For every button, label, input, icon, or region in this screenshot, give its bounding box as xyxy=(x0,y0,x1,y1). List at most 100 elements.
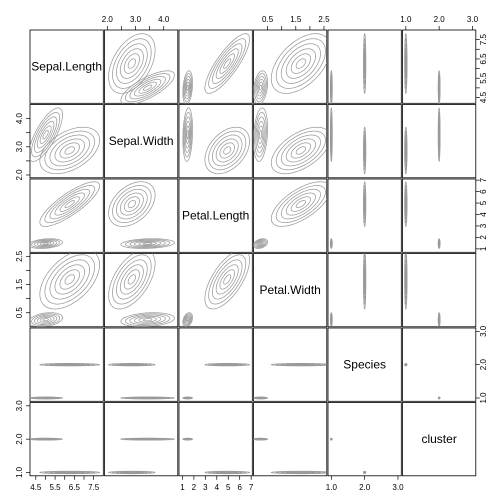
contour-group2-level6 xyxy=(363,253,367,310)
contour-group1-level5 xyxy=(183,73,193,103)
contour-group1-level4 xyxy=(34,116,58,153)
contour-group2-level3 xyxy=(285,192,316,216)
contour-group2-level1 xyxy=(295,58,306,69)
contour-group1-level6 xyxy=(30,238,63,249)
contour-group1-level2 xyxy=(185,81,190,94)
y-tick-label-sepal-length: 7.5 xyxy=(479,34,488,46)
contour-group2-level6 xyxy=(39,363,101,367)
contour-group1-level5 xyxy=(31,313,61,326)
panel-sepal-width-vs-petal-length xyxy=(178,104,253,179)
contour-group1-level3 xyxy=(133,315,162,324)
contour-group1-level3 xyxy=(36,240,55,247)
panel-petal-length-vs-petal-width xyxy=(253,178,328,253)
y-tick-label-petal-length: 7 xyxy=(479,177,488,182)
contour-group2-level2 xyxy=(123,196,140,212)
contour-group2-level5 xyxy=(112,38,152,89)
panel-petal-width-vs-sepal-width xyxy=(104,253,179,328)
panel-species-vs-petal-length xyxy=(178,327,253,402)
contour-group1-level6 xyxy=(182,396,193,400)
panel-sepal-length-vs-petal-width xyxy=(253,29,328,104)
contour-group1-level5 xyxy=(124,239,171,249)
contour-group2-level5 xyxy=(112,185,152,224)
contour-group2-level3 xyxy=(119,264,144,295)
panel-frame xyxy=(253,253,328,328)
x-tick-label-petal-width: 1.5 xyxy=(290,15,302,24)
panel-frame xyxy=(29,327,104,402)
contour-group1-level6 xyxy=(182,312,193,327)
contour-group2-level1 xyxy=(295,146,306,155)
panel-frame xyxy=(327,253,402,328)
contour-group2-level2 xyxy=(59,196,80,212)
panel-frame xyxy=(29,29,104,104)
panel-species-vs-sepal-width xyxy=(104,327,179,402)
contour-group1-level4 xyxy=(184,116,192,153)
x-tick-label-sepal-length: 5.5 xyxy=(50,483,62,492)
contour-group2-level6 xyxy=(363,126,367,175)
contour-group1-level1 xyxy=(42,130,49,140)
contour-group1-level6 xyxy=(30,107,63,162)
panel-petal-width-vs-sepal-length xyxy=(29,253,104,328)
panel-frame xyxy=(327,327,402,402)
panel-frame xyxy=(253,29,328,104)
contour-group2-level6 xyxy=(108,181,156,227)
panel-petal-width-vs-cluster xyxy=(402,253,477,328)
contour-group2-level6 xyxy=(363,181,367,227)
contour-group2-level6 xyxy=(270,363,327,367)
panel-petal-length-vs-sepal-width xyxy=(104,178,179,253)
contour-group2-level1 xyxy=(64,274,75,285)
y-tick-label-species: 3.0 xyxy=(479,325,488,337)
contour-group1-level1 xyxy=(259,242,263,245)
panel-species-vs-species: Species xyxy=(327,327,402,402)
contour-group2-level6 xyxy=(404,363,408,367)
contour-group1-level6 xyxy=(182,437,193,441)
x-tick-label-sepal-length: 7.5 xyxy=(88,483,100,492)
panel-species-vs-sepal-length xyxy=(29,327,104,402)
panel-frame xyxy=(178,402,253,477)
contour-group2-level6 xyxy=(270,181,327,227)
contour-group1-level2 xyxy=(138,241,157,246)
contour-group2-level6 xyxy=(108,363,156,367)
contour-group1-level1 xyxy=(42,242,49,245)
variable-label-petal-length: Petal.Length xyxy=(182,209,249,223)
x-tick-label-cluster: 2.0 xyxy=(434,15,446,24)
panel-sepal-width-vs-species xyxy=(327,104,402,179)
contour-group2-level6 xyxy=(404,126,408,175)
panel-frame xyxy=(29,178,104,253)
contour-group1-level6 xyxy=(30,437,63,441)
contour-group2-level2 xyxy=(219,142,235,159)
contour-group2-level3 xyxy=(285,48,316,79)
panel-petal-length-vs-sepal-length xyxy=(29,178,104,253)
contour-group1-level6 xyxy=(253,437,268,441)
variable-label-sepal-length: Sepal.Length xyxy=(31,60,102,74)
contour-group2-level2 xyxy=(219,269,235,290)
panel-frame xyxy=(402,104,477,179)
panel-frame xyxy=(178,327,253,402)
contour-group1-level1 xyxy=(142,84,153,91)
x-tick-label-petal-width: 2.5 xyxy=(318,15,330,24)
contour-group2-level2 xyxy=(219,53,235,74)
contour-group1-level3 xyxy=(36,121,55,149)
contour-group2-level6 xyxy=(108,253,156,310)
y-tick-label-cluster: 2.0 xyxy=(15,433,24,445)
panel-frame xyxy=(327,402,402,477)
panel-cluster-vs-species xyxy=(327,402,402,477)
contour-group1-level3 xyxy=(256,121,265,149)
contour-group2-level6 xyxy=(39,126,101,175)
x-tick-label-petal-length: 6 xyxy=(237,483,242,492)
contour-group1-level3 xyxy=(256,78,265,97)
contour-group2-level1 xyxy=(295,200,306,209)
contour-group2-level3 xyxy=(119,48,144,79)
x-tick-label-sepal-width: 3.0 xyxy=(130,15,142,24)
panel-petal-length-vs-petal-length: Petal.Length xyxy=(178,178,253,253)
contour-group1-level5 xyxy=(254,112,267,158)
x-tick-label-petal-length: 7 xyxy=(249,483,254,492)
contour-group1-level1 xyxy=(186,318,189,322)
contour-group1-level5 xyxy=(254,239,267,249)
contour-group1-level6 xyxy=(120,396,175,400)
panel-frame xyxy=(29,253,104,328)
contour-group2-level2 xyxy=(123,269,140,290)
x-tick-label-cluster: 1.0 xyxy=(400,15,412,24)
contour-group2-level6 xyxy=(204,363,251,367)
contour-group2-level1 xyxy=(64,146,75,155)
y-tick-label-petal-width: 0.5 xyxy=(15,307,24,319)
